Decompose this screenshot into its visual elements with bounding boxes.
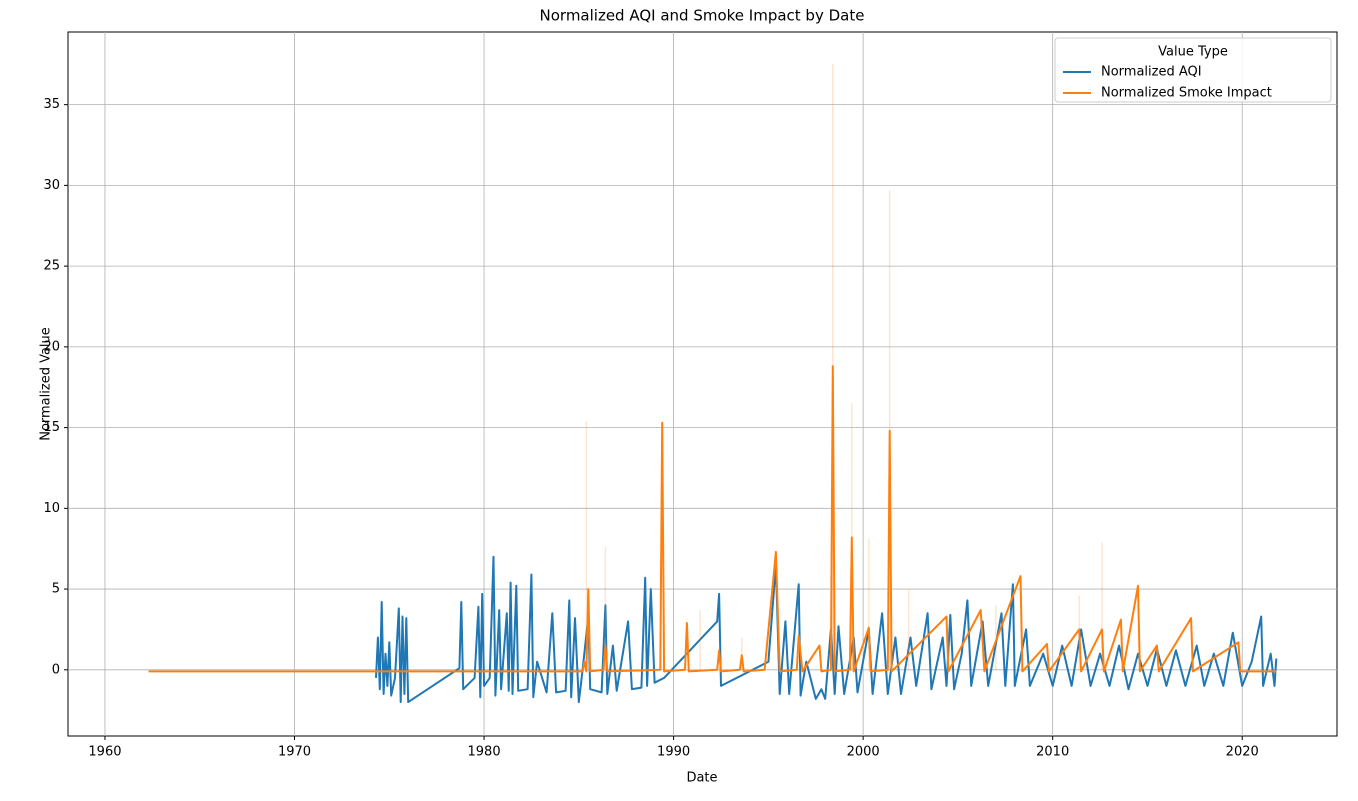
y-axis-label: Normalized Value (39, 327, 54, 441)
data-line (375, 555, 1278, 704)
y-tick-label: 25 (43, 259, 60, 274)
y-tick-label: 10 (43, 501, 60, 516)
y-tick-label: 5 (52, 582, 60, 597)
x-tick-label: 2010 (1036, 745, 1069, 760)
y-tick-label: 15 (43, 420, 60, 435)
x-axis-label: Date (686, 771, 717, 786)
legend-box (1054, 37, 1332, 103)
chart-title: Normalized AQI and Smoke Impact by Date (540, 7, 865, 25)
x-tick-label: 2000 (847, 745, 880, 760)
legend-label: Normalized Smoke Impact (1101, 86, 1272, 101)
legend-label: Normalized AQI (1101, 65, 1202, 80)
y-tick-label: 20 (43, 339, 60, 354)
legend-title: Value Type (1158, 45, 1228, 60)
x-tick-label: 1990 (657, 745, 690, 760)
y-tick-label: 0 (52, 662, 60, 677)
data-line (148, 365, 1277, 673)
y-tick-label: 35 (43, 97, 60, 112)
x-tick-label: 1970 (278, 745, 311, 760)
plot-frame (67, 31, 1338, 737)
x-tick-label: 1960 (88, 745, 121, 760)
x-tick-label: 2020 (1226, 745, 1259, 760)
x-tick-label: 1980 (468, 745, 501, 760)
y-tick-label: 30 (43, 178, 60, 193)
